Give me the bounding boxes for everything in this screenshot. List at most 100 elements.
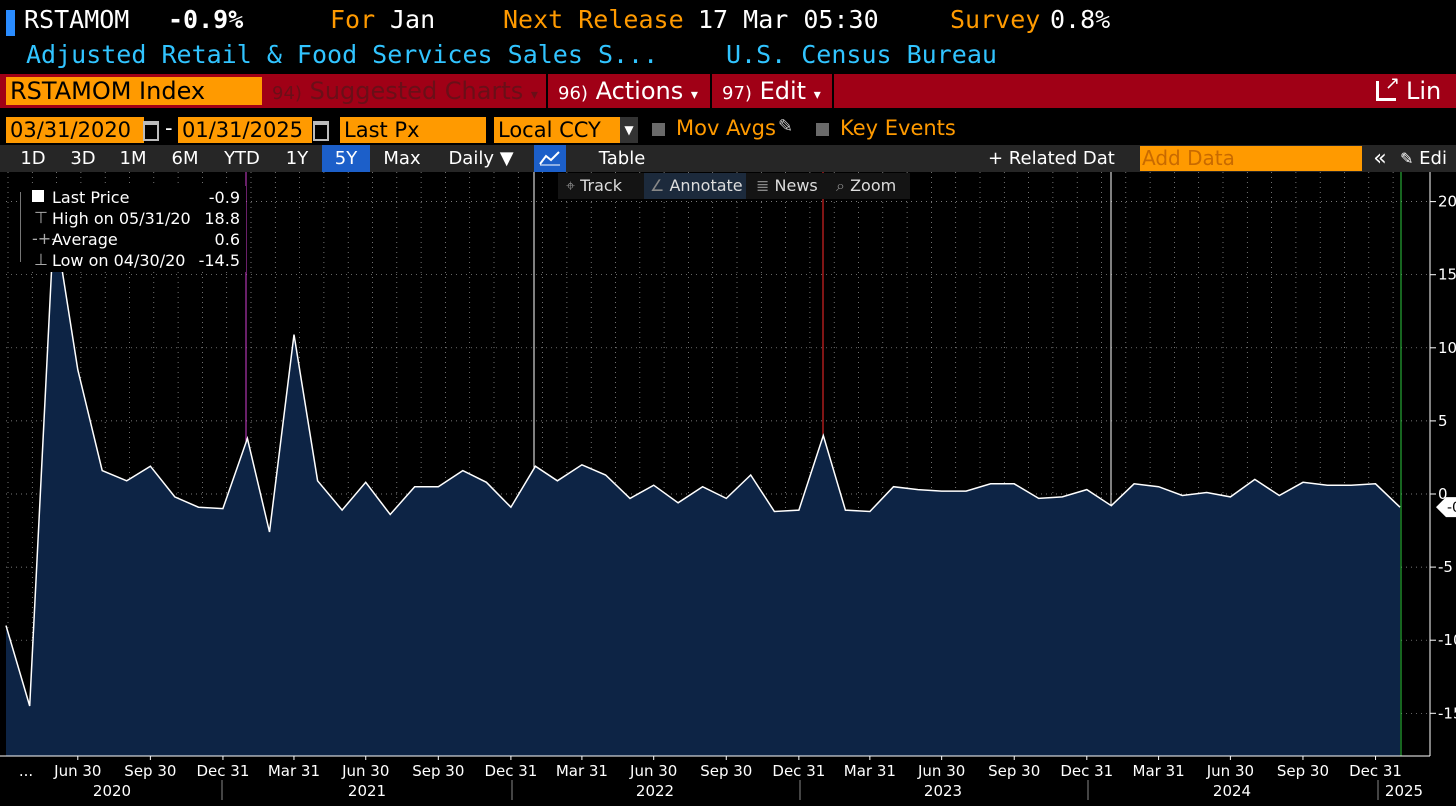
range-max[interactable]: Max	[383, 148, 421, 169]
actions-menu[interactable]: 96) Actions ▾	[558, 77, 698, 105]
x-tick-label: Sep 30	[700, 762, 752, 780]
zoom-icon: ⌕	[836, 176, 845, 195]
track-tool[interactable]: ⌖ Track	[566, 176, 622, 195]
zoom-tool[interactable]: ⌕ Zoom	[836, 176, 897, 195]
range-6m[interactable]: 6M	[171, 148, 199, 169]
mov-avgs-label[interactable]: Mov Avgs	[676, 116, 776, 140]
mov-avgs-checkbox[interactable]	[652, 123, 665, 136]
y-tick-label: 20	[1438, 193, 1456, 211]
crosshair-icon: ⌖	[566, 176, 576, 195]
y-tick-label: 5	[1438, 412, 1448, 430]
year-label: 2023	[924, 782, 962, 800]
ticker-marker	[6, 10, 15, 36]
chart-area[interactable]: 20 15 10 5 0 -5 -10 -15 -0.9 ... Jun 30 Sep 30 Dec …	[0, 172, 1456, 806]
change-value: -0.9%	[168, 5, 244, 34]
series-line	[5, 218, 1401, 707]
average-icon: -+-	[32, 229, 57, 248]
currency-dropdown-icon[interactable]: ▼	[620, 117, 638, 143]
x-tick-label: Sep 30	[124, 762, 176, 780]
news-icon: ≣	[756, 176, 770, 195]
legend-high-value: 18.8	[204, 209, 240, 228]
x-tick-label: Mar 31	[844, 762, 896, 780]
end-date-field[interactable]: 01/31/2025	[178, 117, 312, 143]
collapse-icon[interactable]: «	[1373, 146, 1387, 171]
series-description: Adjusted Retail & Food Services Sales S.…	[26, 40, 659, 69]
last-price-swatch	[32, 190, 44, 202]
table-button[interactable]: Table	[598, 148, 646, 169]
frequency-select[interactable]: Daily ▼	[448, 148, 514, 169]
edit-menu[interactable]: 97) Edit ▾	[722, 77, 821, 105]
x-tick-label: Mar 31	[268, 762, 320, 780]
next-release-label: Next Release	[503, 5, 684, 34]
suggested-charts-menu[interactable]: 94) Suggested Charts ▾	[272, 77, 538, 105]
key-events-label[interactable]: Key Events	[840, 116, 956, 140]
survey-label: Survey	[950, 5, 1041, 34]
legend-low-label: Low on 04/30/20	[52, 251, 186, 270]
range-ytd[interactable]: YTD	[224, 148, 260, 169]
annotate-tool[interactable]: ∠ Annotate	[644, 173, 746, 199]
date-dash: -	[165, 116, 173, 140]
series-source: U.S. Census Bureau	[726, 40, 997, 69]
chart-toolbar: ⌖ Track ∠ Annotate ≣ News ⌕ Zoom	[558, 173, 910, 199]
legend-high-label: High on 05/31/20	[52, 209, 191, 228]
year-label: 2021	[348, 782, 386, 800]
range-5y[interactable]: 5Y	[322, 145, 370, 172]
x-tick-label: ...	[19, 762, 33, 780]
key-events-checkbox[interactable]	[816, 123, 829, 136]
x-tick-label: Jun 30	[629, 762, 677, 780]
x-tick-label: Jun 30	[341, 762, 389, 780]
start-date-field[interactable]: 03/31/2020	[6, 117, 144, 143]
next-release-value: 17 Mar 05:30	[698, 5, 879, 34]
annotate-icon: ∠	[650, 176, 665, 195]
current-value-label: -0.9	[1447, 500, 1456, 516]
low-icon: ⊥	[34, 250, 48, 269]
x-tick-label: Jun 30	[917, 762, 965, 780]
line-chart-icon[interactable]	[534, 145, 566, 172]
for-label: For	[330, 5, 376, 34]
ticker: RSTAMOM	[24, 5, 130, 34]
x-tick-label: Jun 30	[53, 762, 101, 780]
y-axis: 20 15 10 5 0 -5 -10 -15 -0.9	[1429, 172, 1456, 756]
related-data-button[interactable]: + Related Dat	[988, 148, 1115, 169]
legend-last-value: -0.9	[208, 188, 240, 207]
y-tick-label: -15	[1438, 704, 1456, 722]
y-tick-label: -5	[1438, 558, 1453, 576]
security-field[interactable]: RSTAMOM Index	[6, 77, 262, 105]
y-tick-label: 15	[1438, 266, 1456, 284]
range-1d[interactable]: 1D	[20, 148, 46, 169]
range-1m[interactable]: 1M	[119, 148, 147, 169]
calendar-icon[interactable]	[143, 121, 159, 141]
for-value: Jan	[390, 5, 436, 34]
legend-last-label: Last Price	[52, 188, 130, 207]
currency-select[interactable]: Local CCY	[494, 117, 622, 143]
legend-avg-label: Average	[52, 230, 118, 249]
year-label: 2025	[1385, 782, 1423, 800]
legend-avg-value: 0.6	[214, 230, 240, 249]
x-tick-label: Dec 31	[1060, 762, 1113, 780]
current-value-tag	[1436, 497, 1456, 518]
range-1y[interactable]: 1Y	[285, 148, 309, 169]
y-tick-label: 0	[1438, 485, 1448, 503]
x-axis: ... Jun 30 Sep 30 Dec 31 Mar 31 Jun 30 Sep 30 D…	[0, 755, 1430, 800]
edit-chart-button[interactable]: ✎ Edi	[1400, 148, 1447, 169]
quote-header: RSTAMOM -0.9% For Jan Next Release 17 Ma…	[0, 0, 1456, 40]
field-select[interactable]: Last Px	[340, 117, 486, 143]
menu-bar: RSTAMOM Index 94) Suggested Charts ▾ 96)…	[0, 74, 1456, 108]
year-label: 2022	[636, 782, 674, 800]
legend-low-value: -14.5	[198, 251, 240, 270]
high-icon: ⊤	[34, 208, 48, 227]
news-tool[interactable]: ≣ News	[756, 176, 818, 195]
range-3d[interactable]: 3D	[70, 148, 96, 169]
description-line: Adjusted Retail & Food Services Sales S.…	[26, 40, 997, 69]
x-tick-label: Sep 30	[988, 762, 1040, 780]
link-button[interactable]: ↗ Lin	[1376, 74, 1441, 108]
x-tick-label: Dec 31	[484, 762, 537, 780]
y-tick-label: -10	[1438, 631, 1456, 649]
x-tick-label: Dec 31	[1349, 762, 1402, 780]
pencil-icon[interactable]: ✎	[778, 116, 794, 137]
external-link-icon: ↗	[1376, 75, 1400, 101]
add-data-input[interactable]: Add Data	[1140, 146, 1362, 171]
x-tick-label: Dec 31	[197, 762, 250, 780]
calendar-icon[interactable]	[313, 121, 329, 141]
x-tick-label: Sep 30	[1277, 762, 1329, 780]
